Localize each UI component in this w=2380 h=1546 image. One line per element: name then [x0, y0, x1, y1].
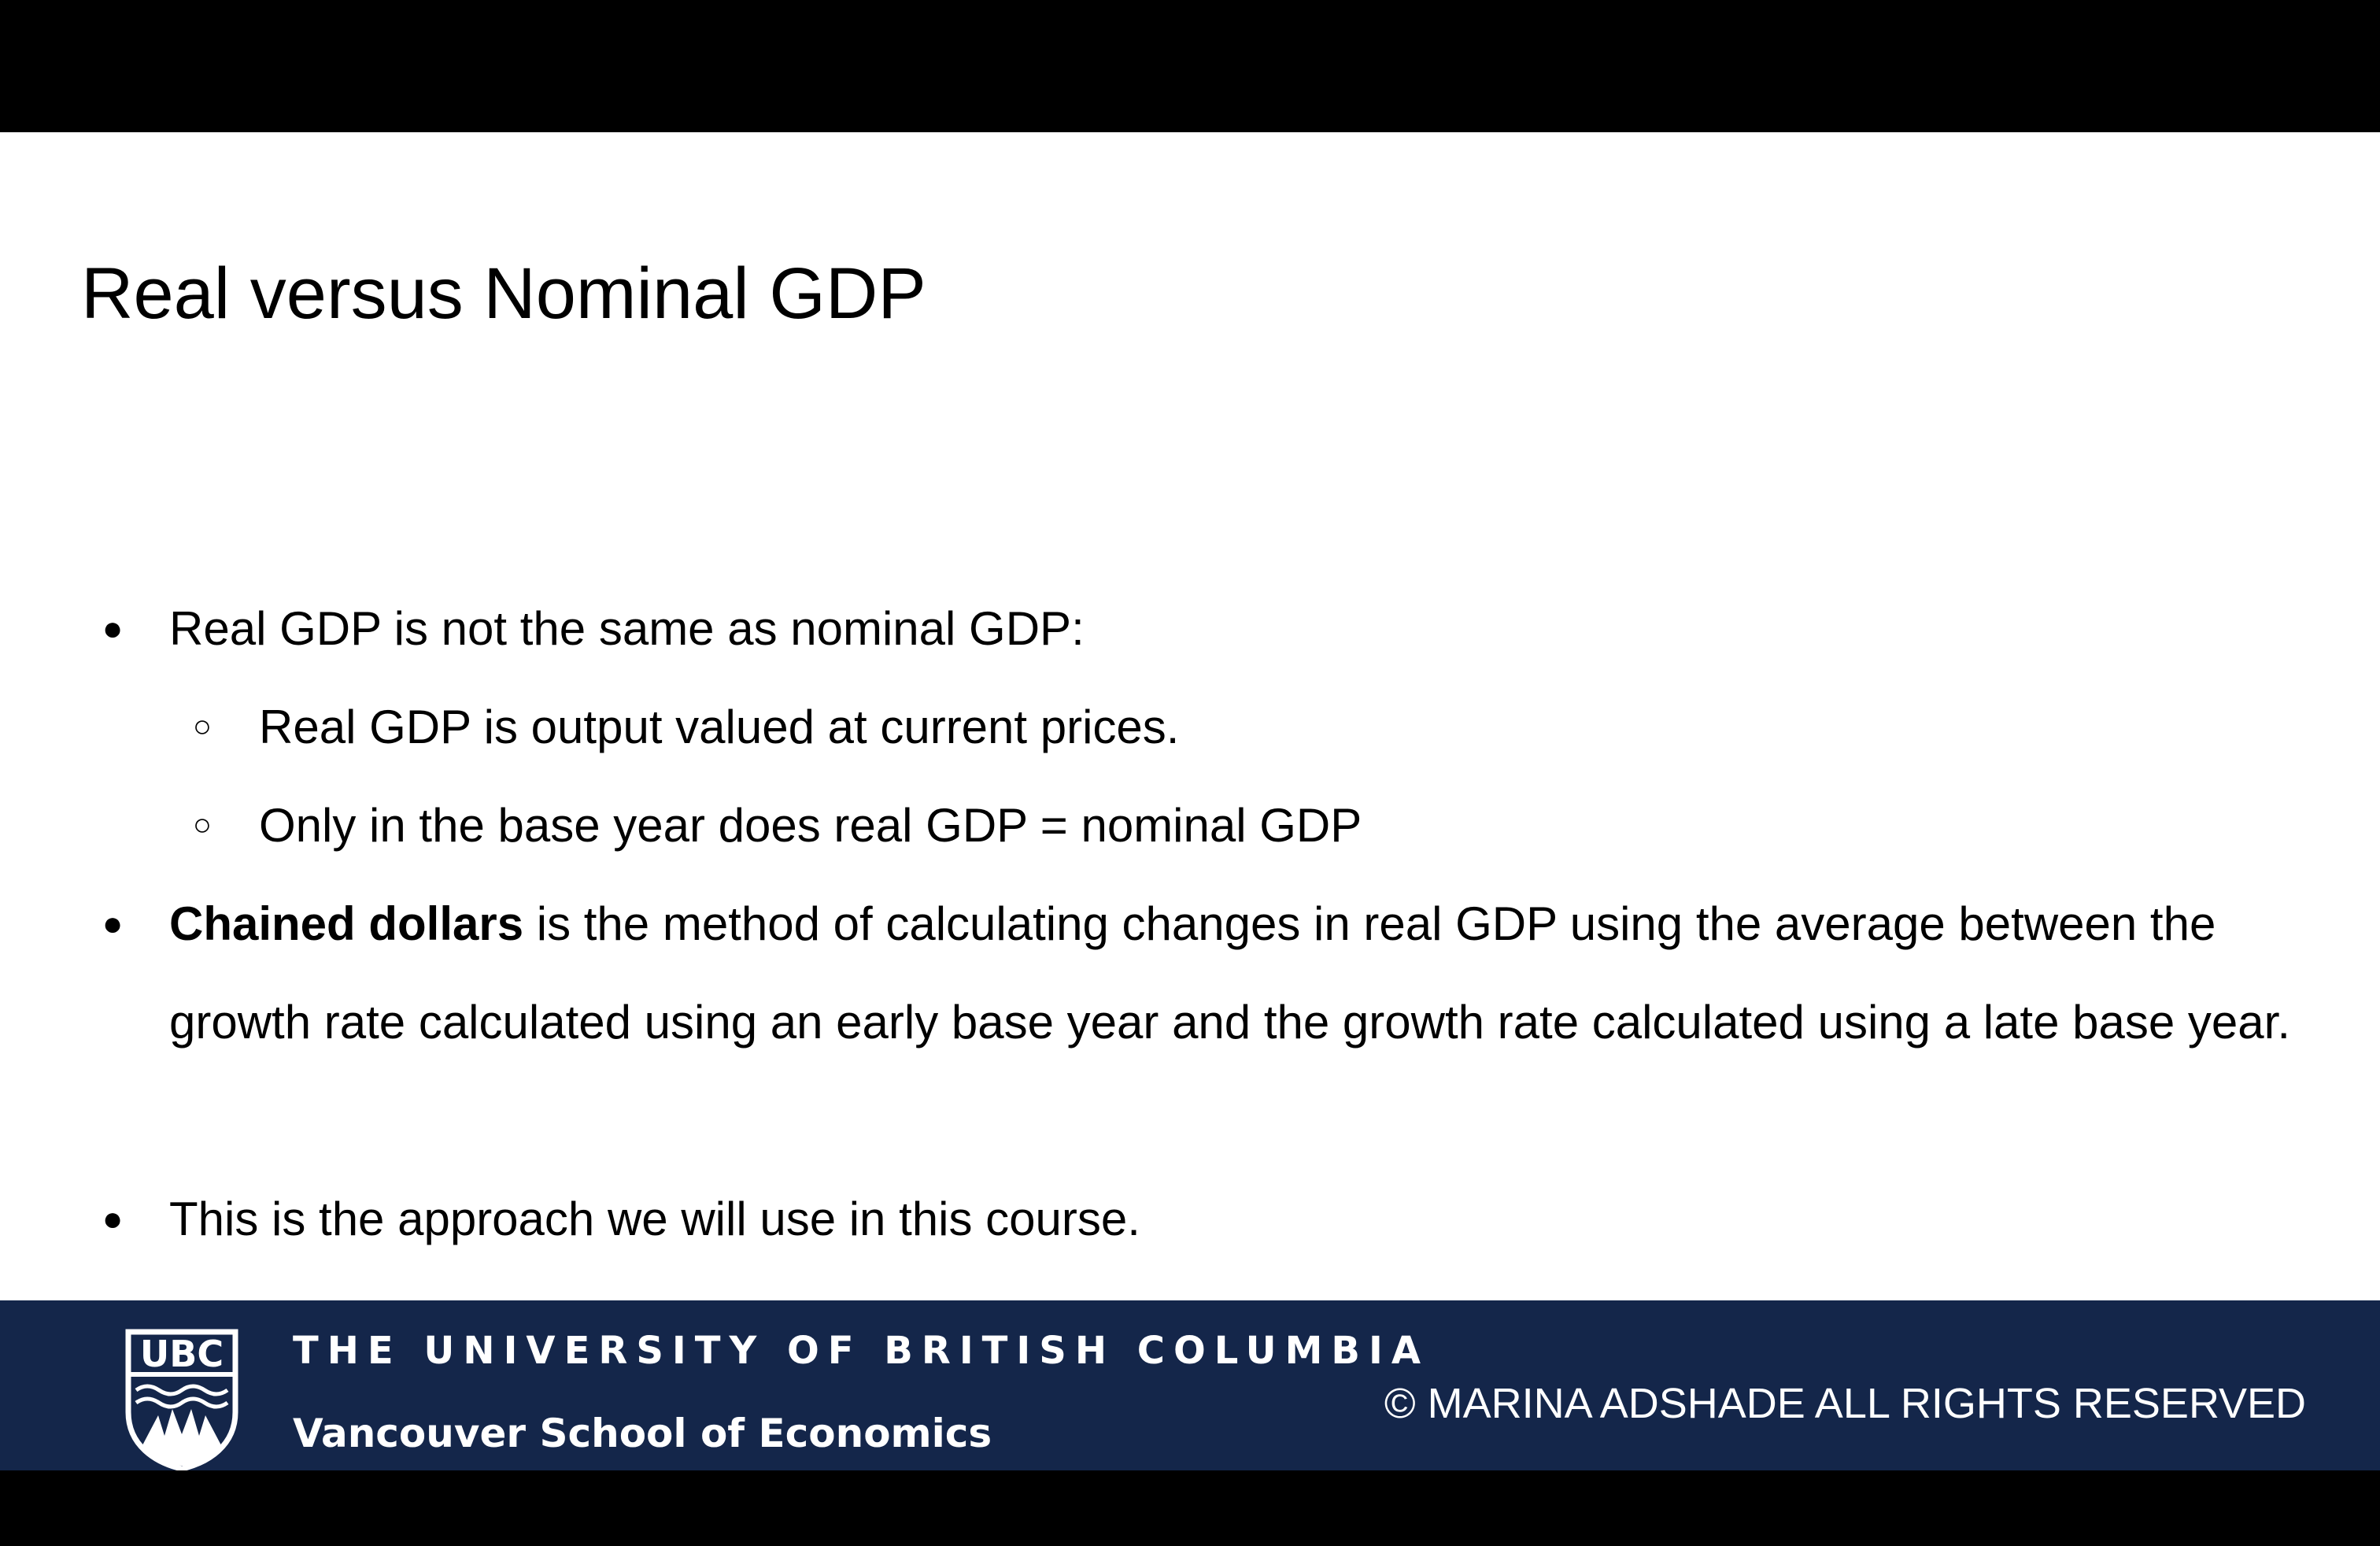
university-name: THE UNIVERSITY OF BRITISH COLUMBIA — [293, 1329, 1429, 1373]
bullet-marker-icon: ● — [102, 904, 124, 943]
ubc-crest-icon: UBC — [125, 1329, 238, 1470]
sub-bullet-text: Real GDP is output valued at current pri… — [259, 701, 1180, 753]
letterbox-bottom — [0, 1470, 2380, 1546]
sub-bullet-marker-icon: ○ — [192, 808, 213, 842]
bullet-item: ● This is the approach we will use in th… — [102, 1170, 1140, 1268]
bullet-text: This is the approach we will use in this… — [169, 1193, 1140, 1245]
bullet-text: Real GDP is not the same as nominal GDP: — [169, 602, 1085, 655]
sub-bullet-text: Only in the base year does real GDP = no… — [259, 799, 1362, 852]
bullet-marker-icon: ● — [102, 609, 124, 648]
svg-text:UBC: UBC — [140, 1333, 224, 1375]
bullet-item: ● Chained dollars is the method of calcu… — [102, 875, 2310, 1071]
copyright-notice: © MARINA ADSHADE ALL RIGHTS RESERVED — [1384, 1380, 2306, 1427]
slide: Real versus Nominal GDP ● Real GDP is no… — [0, 132, 2380, 1470]
letterbox-top — [0, 0, 2380, 132]
bullet-text-rest: is the method of calculating changes in … — [169, 897, 2290, 1049]
bullet-item: ● Real GDP is not the same as nominal GD… — [102, 579, 1085, 678]
school-name: Vancouver School of Economics — [293, 1411, 992, 1456]
footer-banner: UBC THE UNIVERSITY OF BRITISH COLUMBIA V… — [0, 1300, 2380, 1470]
bullet-text: Chained dollars is the method of calcula… — [169, 875, 2310, 1071]
sub-bullet-marker-icon: ○ — [192, 709, 213, 744]
sub-bullet-item: ○ Only in the base year does real GDP = … — [193, 776, 1362, 875]
slide-title: Real versus Nominal GDP — [81, 253, 926, 334]
bullet-marker-icon: ● — [102, 1200, 124, 1238]
bold-term: Chained dollars — [169, 897, 524, 950]
sub-bullet-item: ○ Real GDP is output valued at current p… — [193, 678, 1180, 776]
